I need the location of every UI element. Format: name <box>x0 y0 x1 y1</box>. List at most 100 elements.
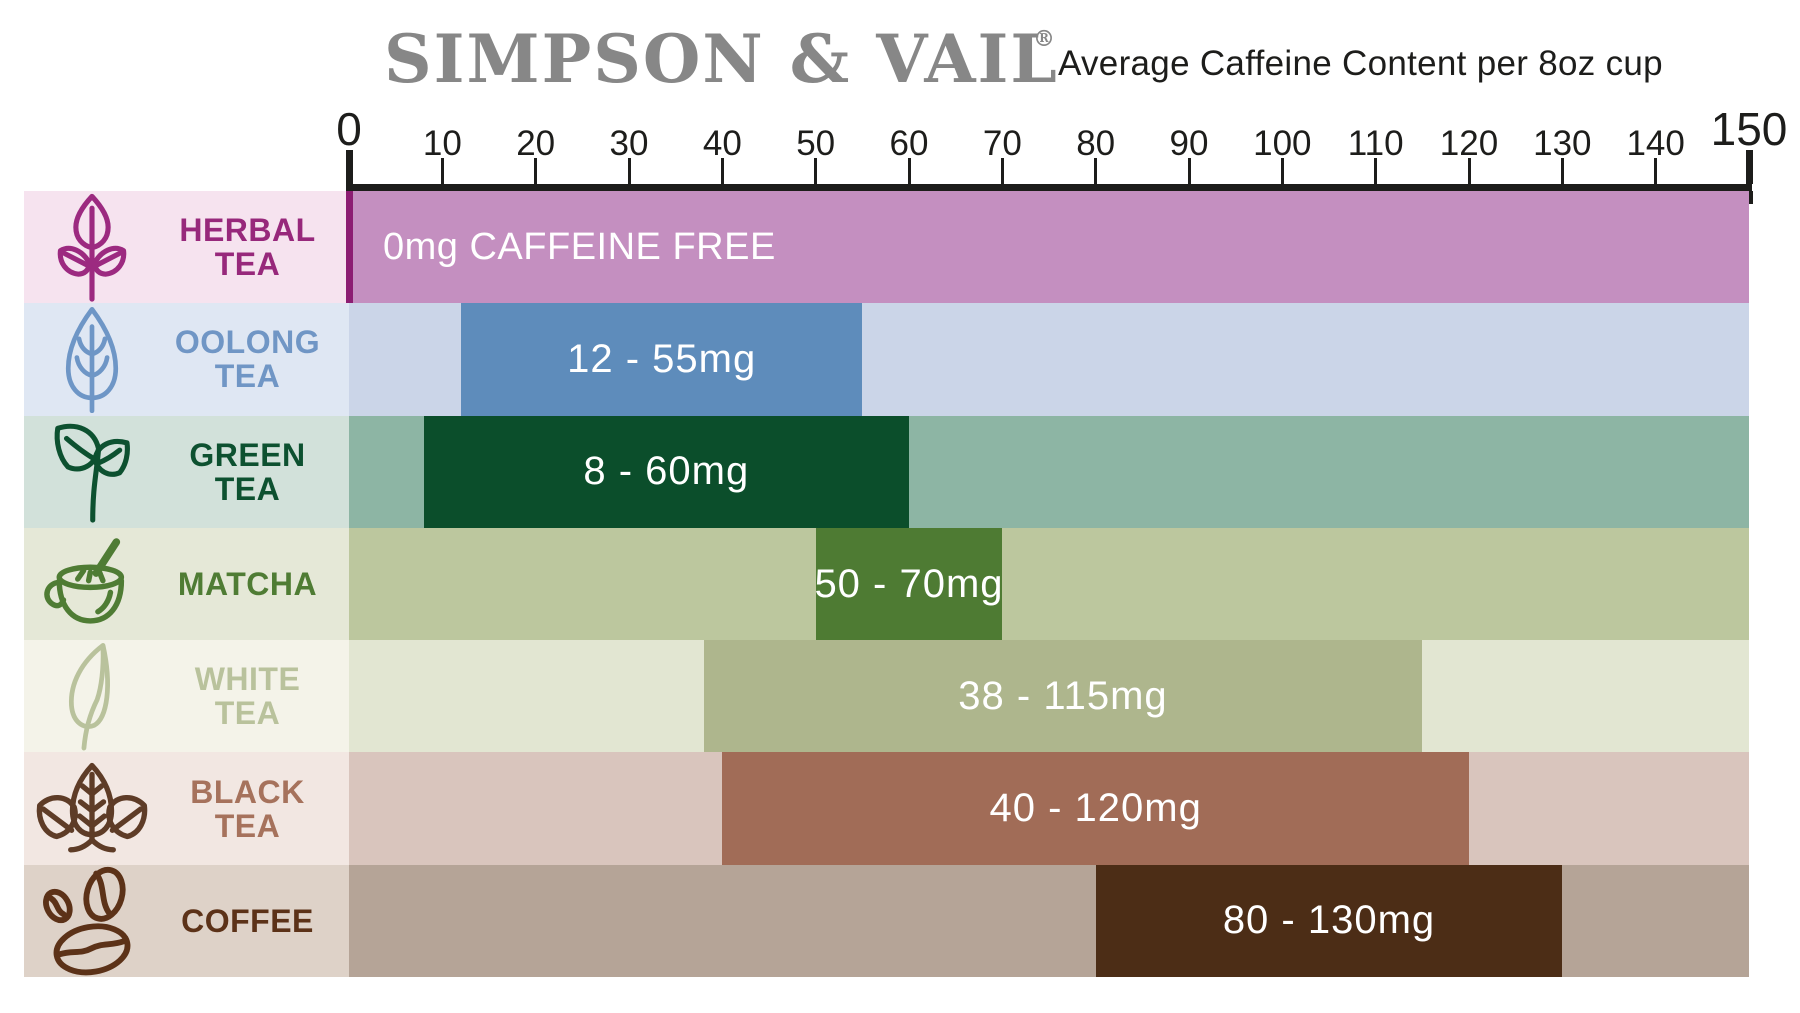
axis-tick-0 <box>345 150 353 184</box>
row-oolong-tea: OOLONG TEA 12 - 55mg <box>0 303 1800 416</box>
axis-tick-label-90: 90 <box>1169 124 1209 163</box>
green-sprout-icon <box>32 421 152 523</box>
axis-tick-10 <box>440 158 444 184</box>
coffee-beans-icon <box>32 866 152 976</box>
row-title-line: MATCHA <box>177 566 318 603</box>
row-title-line: COFFEE <box>181 902 314 939</box>
row-title-line: TEA <box>214 807 281 844</box>
row-title-line: BLACK <box>190 773 305 810</box>
brand-title: SIMPSON & VAIL <box>384 20 1059 98</box>
oolong-leaf-icon <box>32 305 152 414</box>
row-title-line: OOLONG <box>174 324 321 361</box>
axis-tick-label-140: 140 <box>1626 124 1685 163</box>
axis-tick-140 <box>1654 158 1658 184</box>
axis-tick-label-40: 40 <box>702 124 742 163</box>
axis-tick-70 <box>1000 158 1004 184</box>
track-green-tea: 8 - 60mg <box>349 415 1749 528</box>
row-green-tea: GREEN TEA 8 - 60mg <box>0 415 1800 528</box>
track-oolong-tea: 12 - 55mg <box>349 303 1749 416</box>
x-axis-line <box>346 184 1752 191</box>
row-label-white-tea: WHITE TEA <box>24 640 349 753</box>
axis-tick-label-60: 60 <box>889 124 929 163</box>
row-title-black-tea: BLACK TEA <box>152 775 349 843</box>
bar-label-oolong-tea: 12 - 55mg <box>567 336 757 381</box>
bar-label-black-tea: 40 - 120mg <box>989 786 1202 831</box>
row-title-line: WHITE <box>194 661 301 698</box>
row-herbal-tea: HERBAL TEA 0mg CAFFEINE FREE <box>0 191 1800 304</box>
row-title-green-tea: GREEN TEA <box>152 438 349 506</box>
row-coffee: COFFEE 80 - 130mg <box>0 864 1800 978</box>
matcha-cup-icon <box>32 537 152 631</box>
axis-tick-90 <box>1187 158 1191 184</box>
axis-tick-label-10: 10 <box>422 124 462 163</box>
axis-tick-label-0: 0 <box>336 103 362 155</box>
row-label-oolong-tea: OOLONG TEA <box>24 303 349 416</box>
axis-tick-label-130: 130 <box>1533 124 1592 163</box>
bar-label-green-tea: 8 - 60mg <box>583 449 750 494</box>
bar-label-white-tea: 38 - 115mg <box>958 673 1168 718</box>
axis-tick-label-50: 50 <box>796 124 836 163</box>
bar-label-matcha: 50 - 70mg <box>814 561 1004 606</box>
axis-tick-label-110: 110 <box>1347 124 1404 163</box>
chart-subtitle: Average Caffeine Content per 8oz cup <box>1058 44 1663 83</box>
row-title-line: GREEN <box>189 436 306 473</box>
row-matcha: MATCHA 50 - 70mg <box>0 527 1800 641</box>
row-title-oolong-tea: OOLONG TEA <box>152 325 349 393</box>
row-label-green-tea: GREEN TEA <box>24 415 349 528</box>
bar-green-tea: 8 - 60mg <box>423 415 909 528</box>
bar-matcha: 50 - 70mg <box>814 527 1004 641</box>
axis-tick-150 <box>1745 150 1753 184</box>
axis-tick-label-80: 80 <box>1076 124 1116 163</box>
registered-trademark-icon: ® <box>1033 26 1055 52</box>
row-label-matcha: MATCHA <box>24 527 349 641</box>
track-black-tea: 40 - 120mg <box>349 752 1749 865</box>
bar-coffee: 80 - 130mg <box>1095 864 1563 978</box>
row-title-white-tea: WHITE TEA <box>152 662 349 730</box>
zero-axis-accent-line <box>346 191 353 304</box>
track-coffee: 80 - 130mg <box>349 864 1749 978</box>
axis-tick-80 <box>1094 158 1098 184</box>
axis-tick-label-70: 70 <box>982 124 1022 163</box>
row-label-herbal-tea: HERBAL TEA <box>24 191 349 304</box>
axis-tick-label-120: 120 <box>1439 124 1499 163</box>
axis-tick-30 <box>627 158 631 184</box>
row-title-matcha: MATCHA <box>152 567 349 601</box>
axis-tick-110 <box>1374 158 1378 184</box>
bar-oolong-tea: 12 - 55mg <box>461 303 863 416</box>
axis-tick-label-100: 100 <box>1253 124 1312 163</box>
track-white-tea: 38 - 115mg <box>349 640 1749 753</box>
row-label-coffee: COFFEE <box>24 864 349 978</box>
row-white-tea: WHITE TEA 38 - 115mg <box>0 640 1800 753</box>
axis-tick-20 <box>534 158 538 184</box>
axis-tick-label-30: 30 <box>609 124 649 163</box>
chart-rows: HERBAL TEA 0mg CAFFEINE FREE OOLONG TEA 12 -… <box>0 191 1800 978</box>
row-title-line: TEA <box>214 470 281 507</box>
axis-tick-120 <box>1467 158 1471 184</box>
bar-herbal-tea: 0mg CAFFEINE FREE <box>349 191 1749 304</box>
bar-label-herbal-tea: 0mg CAFFEINE FREE <box>383 225 776 268</box>
black-leaves-icon <box>32 762 152 856</box>
axis-tick-50 <box>814 158 818 184</box>
axis-tick-100 <box>1280 158 1284 184</box>
white-leaf-icon <box>32 641 152 751</box>
row-black-tea: BLACK TEA 40 - 120mg <box>0 752 1800 865</box>
herbal-sprig-icon <box>32 192 152 302</box>
row-title-herbal-tea: HERBAL TEA <box>152 213 349 281</box>
row-title-line: TEA <box>214 695 281 732</box>
track-herbal-tea: 0mg CAFFEINE FREE <box>349 191 1749 304</box>
axis-tick-label-20: 20 <box>516 124 556 163</box>
row-title-line: TEA <box>214 358 281 395</box>
row-label-black-tea: BLACK TEA <box>24 752 349 865</box>
row-title-line: HERBAL <box>179 212 316 249</box>
axis-tick-130 <box>1560 158 1564 184</box>
track-matcha: 50 - 70mg <box>349 527 1749 641</box>
axis-tick-60 <box>907 158 911 184</box>
axis-tick-40 <box>720 158 724 184</box>
bar-white-tea: 38 - 115mg <box>703 640 1423 753</box>
bar-black-tea: 40 - 120mg <box>722 752 1469 865</box>
axis-end-tick <box>1745 191 1753 204</box>
row-title-line: TEA <box>214 246 281 283</box>
bar-label-coffee: 80 - 130mg <box>1222 898 1436 943</box>
axis-tick-label-150: 150 <box>1710 103 1788 155</box>
